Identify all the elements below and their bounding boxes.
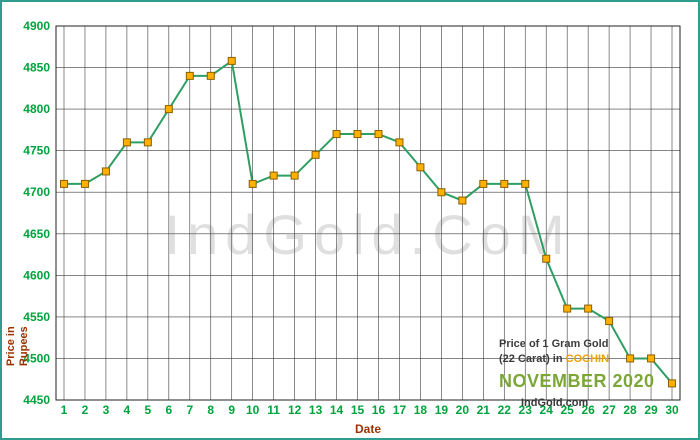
svg-text:4900: 4900 (23, 19, 50, 33)
svg-text:17: 17 (393, 403, 407, 417)
svg-text:4650: 4650 (23, 227, 50, 241)
svg-text:23: 23 (519, 403, 533, 417)
annotation-city: COCHIN (565, 352, 610, 365)
svg-text:11: 11 (267, 403, 280, 417)
svg-text:4700: 4700 (23, 185, 50, 199)
svg-text:4450: 4450 (23, 393, 50, 407)
chart-annotation: Price of 1 Gram Gold (22 Carat) in COCHI… (499, 337, 655, 411)
svg-text:4500: 4500 (23, 351, 50, 365)
annotation-site-credit: IndGold.com (521, 396, 589, 409)
svg-text:28: 28 (623, 403, 637, 417)
y-axis-title: Price in Rupees (4, 326, 30, 367)
svg-text:2: 2 (82, 403, 89, 417)
svg-text:4: 4 (124, 403, 131, 417)
svg-text:25: 25 (560, 403, 574, 417)
svg-text:4550: 4550 (23, 310, 50, 324)
svg-text:4850: 4850 (23, 61, 50, 75)
svg-text:24: 24 (540, 403, 554, 417)
svg-text:8: 8 (207, 403, 214, 417)
svg-text:29: 29 (644, 403, 658, 417)
svg-text:21: 21 (477, 403, 491, 417)
svg-text:7: 7 (186, 403, 193, 417)
annotation-line2: (22 Carat) in COCHIN (499, 352, 655, 367)
svg-text:19: 19 (435, 403, 449, 417)
svg-text:1: 1 (61, 403, 68, 417)
svg-text:3: 3 (103, 403, 110, 417)
svg-text:6: 6 (165, 403, 172, 417)
svg-text:18: 18 (414, 403, 428, 417)
svg-text:20: 20 (456, 403, 470, 417)
svg-text:4750: 4750 (23, 144, 50, 158)
svg-text:27: 27 (602, 403, 616, 417)
svg-text:13: 13 (309, 403, 323, 417)
annotation-line2-prefix: (22 Carat) in (499, 352, 566, 365)
svg-text:14: 14 (330, 403, 344, 417)
svg-text:30: 30 (665, 403, 679, 417)
svg-text:5: 5 (145, 403, 152, 417)
svg-text:9: 9 (228, 403, 235, 417)
svg-text:16: 16 (372, 403, 386, 417)
svg-text:22: 22 (498, 403, 512, 417)
svg-text:4600: 4600 (23, 268, 50, 282)
svg-text:26: 26 (581, 403, 595, 417)
svg-text:4800: 4800 (23, 102, 50, 116)
x-axis-title: Date (354, 422, 381, 436)
svg-text:10: 10 (246, 403, 260, 417)
svg-text:12: 12 (288, 403, 302, 417)
annotation-line1: Price of 1 Gram Gold (499, 338, 609, 350)
svg-text:IndGold.CoM: IndGold.CoM (165, 203, 572, 266)
annotation-month: NOVEMBER 2020 (499, 370, 655, 391)
svg-text:15: 15 (351, 403, 365, 417)
